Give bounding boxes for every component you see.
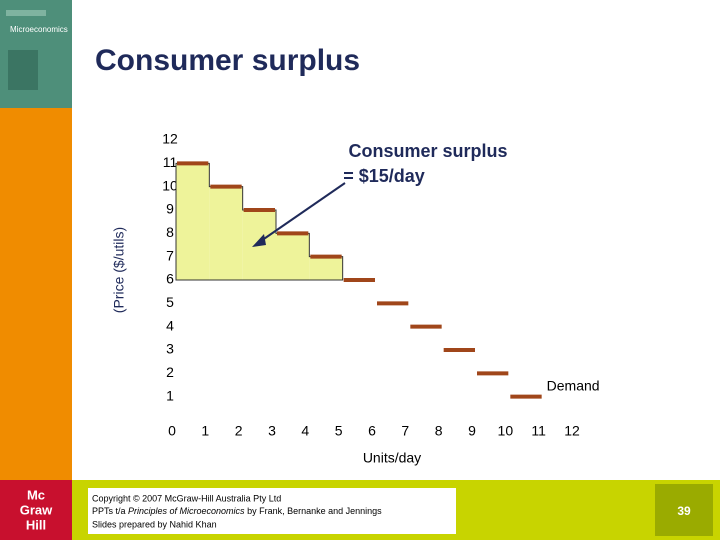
x-tick-label: 3 <box>268 423 276 439</box>
y-tick-label: 9 <box>166 201 174 217</box>
footer-line: PPTs t/a Principles of Microeconomics by… <box>92 506 382 516</box>
chart-title: Consumer surplus <box>95 44 360 77</box>
page-number: 39 <box>677 504 691 518</box>
surplus-area <box>209 186 243 280</box>
y-tick-label: 6 <box>166 271 174 287</box>
y-tick-label: 10 <box>162 177 178 193</box>
footer-line: Copyright © 2007 McGraw-Hill Australia P… <box>92 493 281 503</box>
x-tick-label: 6 <box>368 423 376 439</box>
footer-line: Slides prepared by Nahid Khan <box>92 519 217 529</box>
logo-text: Hill <box>26 517 46 532</box>
surplus-area <box>276 233 310 280</box>
x-axis-label: Units/day <box>363 450 421 466</box>
footer-box <box>88 488 456 534</box>
cover-stripe <box>6 10 46 16</box>
y-axis-label: (Price ($/utils) <box>111 227 127 313</box>
x-tick-label: 12 <box>564 423 580 439</box>
annotation: Consumer surplus <box>348 141 507 161</box>
x-tick-label: 8 <box>435 423 443 439</box>
surplus-area <box>309 256 343 280</box>
y-tick-label: 4 <box>166 317 174 333</box>
y-tick-label: 8 <box>166 224 174 240</box>
y-tick-label: 2 <box>166 364 174 380</box>
arrow-head <box>252 234 266 247</box>
x-tick-label: 11 <box>531 423 546 439</box>
logo-text: Graw <box>20 502 53 517</box>
y-tick-label: 5 <box>166 294 174 310</box>
surplus-area <box>176 163 210 280</box>
annotation: = $15/day <box>343 166 425 186</box>
annotation-arrow <box>257 182 346 244</box>
x-tick-label: 0 <box>168 423 176 439</box>
x-tick-label: 5 <box>335 423 343 439</box>
x-tick-label: 4 <box>301 423 309 439</box>
cover-block <box>8 50 38 90</box>
x-tick-label: 9 <box>468 423 476 439</box>
surplus-outline <box>175 162 344 281</box>
logo-text: Mc <box>27 487 45 502</box>
page-box <box>655 484 713 536</box>
y-tick-label: 7 <box>166 247 174 263</box>
y-tick-label: 3 <box>166 341 174 357</box>
cover-title: Microeconomics <box>10 25 68 34</box>
x-tick-label: 7 <box>401 423 409 439</box>
legend-label: Demand <box>547 377 600 393</box>
footer-text: Principles of Microeconomics <box>128 506 245 516</box>
y-tick-label: 11 <box>163 154 178 170</box>
x-tick-label: 2 <box>235 423 243 439</box>
footer-text: PPTs t/a <box>92 506 128 516</box>
logo-box <box>0 480 72 540</box>
x-tick-label: 1 <box>201 423 209 439</box>
x-tick-label: 10 <box>498 423 514 439</box>
footer-text: by Frank, Bernanke and Jennings <box>245 506 383 516</box>
y-tick-label: 1 <box>166 387 174 403</box>
y-tick-label: 12 <box>162 131 178 147</box>
